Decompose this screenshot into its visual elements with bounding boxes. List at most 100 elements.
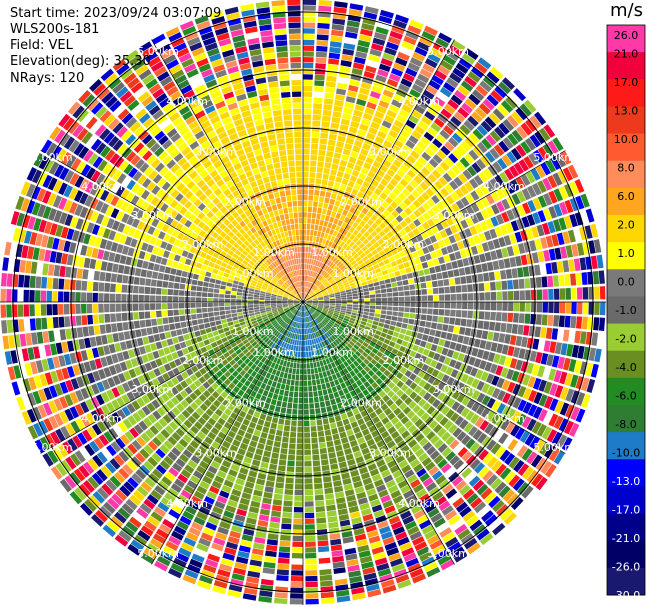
range-gate: [336, 260, 342, 267]
range-gate: [304, 287, 306, 293]
range-gate: [167, 288, 174, 296]
range-gate: [277, 557, 290, 564]
range-gate: [308, 200, 313, 207]
range-gate: [470, 190, 480, 201]
range-gate: [351, 243, 358, 250]
range-gate: [330, 35, 343, 43]
range-gate: [409, 88, 421, 99]
range-gate: [381, 254, 388, 261]
range-gate: [475, 84, 489, 97]
range-gate: [306, 363, 310, 369]
range-gate: [360, 148, 369, 156]
range-gate: [331, 29, 344, 37]
range-gate: [374, 174, 383, 183]
range-gate: [502, 291, 508, 301]
range-gate: [146, 270, 153, 278]
range-gate: [464, 48, 479, 61]
range-gate: [180, 277, 187, 284]
range-gate: [6, 273, 13, 287]
range-gate: [330, 255, 336, 262]
range-gate: [392, 292, 399, 297]
range-gate: [333, 237, 339, 244]
range-gate: [584, 225, 593, 239]
range-gate: [581, 393, 591, 408]
range-gate: [144, 295, 150, 302]
range-gate: [324, 304, 330, 306]
range-gate: [405, 267, 412, 274]
range-gate: [18, 319, 25, 332]
range-gate: [354, 246, 361, 253]
range-gate: [304, 293, 307, 299]
range-gate: [65, 266, 72, 278]
range-gate: [339, 124, 349, 132]
range-gate: [451, 260, 458, 269]
range-gate: [478, 102, 491, 115]
range-gate: [197, 280, 204, 287]
range-gate: [394, 14, 409, 24]
range-gate: [36, 331, 44, 344]
range-gate: [394, 196, 403, 205]
range-gate: [117, 264, 125, 274]
range-gate: [170, 268, 177, 275]
range-gate: [471, 162, 482, 174]
range-gate: [306, 302, 313, 304]
range-gate: [318, 299, 324, 302]
range-gate: [331, 283, 337, 287]
range-gate: [312, 302, 318, 304]
range-gate: [58, 291, 64, 302]
range-gate: [416, 332, 424, 340]
range-gate: [221, 276, 228, 282]
range-gate: [501, 77, 516, 90]
range-gate: [196, 286, 203, 292]
range-gate: [436, 323, 443, 331]
range-gate: [406, 154, 417, 164]
range-gate: [300, 351, 303, 358]
range-gate: [359, 220, 367, 227]
range-gate: [364, 298, 370, 302]
range-gate: [330, 271, 336, 276]
range-gate: [167, 303, 173, 310]
range-gate: [293, 362, 297, 369]
range-gate: [441, 271, 449, 279]
range-gate: [372, 201, 381, 209]
range-gate: [423, 268, 430, 275]
range-gate: [443, 340, 451, 349]
range-gate: [417, 224, 425, 233]
range-gate: [432, 258, 440, 266]
range-gate: [411, 109, 423, 120]
range-gate: [348, 257, 355, 263]
range-gate: [365, 241, 373, 249]
range-gate: [460, 318, 467, 327]
range-gate: [178, 290, 185, 296]
range-gate: [494, 226, 503, 237]
range-gate: [388, 104, 400, 114]
range-gate: [336, 384, 342, 391]
range-gate: [439, 294, 445, 301]
range-gate: [422, 221, 430, 230]
range-gate: [305, 541, 316, 547]
range-gate: [219, 310, 226, 316]
range-gate: [329, 296, 336, 299]
range-gate: [403, 261, 410, 268]
range-gate: [549, 341, 557, 354]
range-gate: [144, 311, 151, 319]
range-gate: [576, 287, 583, 300]
range-gate: [364, 295, 370, 299]
range-gate: [451, 132, 463, 144]
range-gate: [304, 466, 312, 473]
range-gate: [438, 354, 446, 364]
range-gate: [307, 380, 312, 386]
range-gate: [303, 166, 309, 172]
range-gate: [23, 304, 30, 317]
range-gate: [335, 294, 341, 297]
range-gate: [424, 58, 438, 69]
range-gate: [298, 340, 301, 346]
range-gate: [203, 276, 211, 283]
range-gate: [207, 292, 214, 298]
range-gate: [161, 303, 167, 310]
range-gate: [448, 153, 459, 164]
range-gate: [596, 254, 604, 269]
range-gate: [136, 259, 144, 268]
range-gate: [323, 296, 330, 299]
